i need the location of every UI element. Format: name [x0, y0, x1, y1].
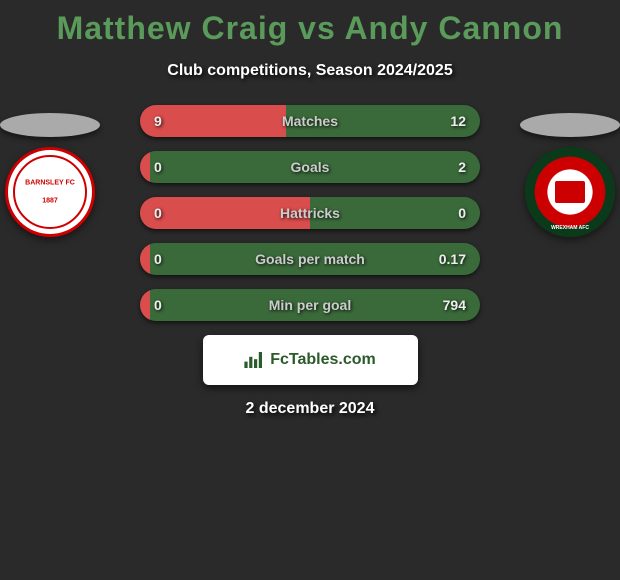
stat-left-value: 9: [154, 113, 162, 129]
left-player-block: [0, 105, 110, 237]
stat-row: 0 Goals 2: [140, 151, 480, 183]
date-label: 2 december 2024: [0, 400, 620, 418]
bar-chart-icon: [244, 352, 264, 368]
stat-left-value: 0: [154, 251, 162, 267]
stat-label: Matches: [282, 113, 338, 129]
stat-label: Hattricks: [280, 205, 340, 221]
stat-label: Min per goal: [269, 297, 351, 313]
stat-row: 0 Goals per match 0.17: [140, 243, 480, 275]
stat-overlay: 9 Matches 12: [140, 105, 480, 137]
stat-overlay: 0 Hattricks 0: [140, 197, 480, 229]
stats-area: 9 Matches 12 0 Goals 2 0 Hattricks 0 0 Goals per m…: [0, 105, 620, 418]
brand-label: FcTables.com: [270, 351, 376, 369]
stat-right-value: 794: [443, 297, 466, 313]
club-crest-wrexham: [525, 147, 615, 237]
stat-overlay: 0 Goals per match 0.17: [140, 243, 480, 275]
stat-left-value: 0: [154, 205, 162, 221]
right-player-block: [510, 105, 620, 237]
stat-right-value: 2: [458, 159, 466, 175]
stat-label: Goals: [291, 159, 330, 175]
brand-box[interactable]: FcTables.com: [203, 335, 418, 385]
stat-overlay: 0 Min per goal 794: [140, 289, 480, 321]
stat-rows: 9 Matches 12 0 Goals 2 0 Hattricks 0 0 Goals per m…: [140, 105, 480, 321]
player-photo-placeholder-right: [520, 113, 620, 137]
subtitle: Club competitions, Season 2024/2025: [0, 62, 620, 80]
comparison-widget: Matthew Craig vs Andy Cannon Club compet…: [0, 0, 620, 418]
stat-left-value: 0: [154, 297, 162, 313]
stat-left-value: 0: [154, 159, 162, 175]
stat-row: 0 Hattricks 0: [140, 197, 480, 229]
stat-label: Goals per match: [255, 251, 365, 267]
stat-overlay: 0 Goals 2: [140, 151, 480, 183]
stat-right-value: 0.17: [439, 251, 466, 267]
stat-right-value: 12: [450, 113, 466, 129]
player-photo-placeholder-left: [0, 113, 100, 137]
page-title: Matthew Craig vs Andy Cannon: [0, 10, 620, 47]
stat-right-value: 0: [458, 205, 466, 221]
stat-row: 0 Min per goal 794: [140, 289, 480, 321]
club-crest-barnsley: [5, 147, 95, 237]
stat-row: 9 Matches 12: [140, 105, 480, 137]
